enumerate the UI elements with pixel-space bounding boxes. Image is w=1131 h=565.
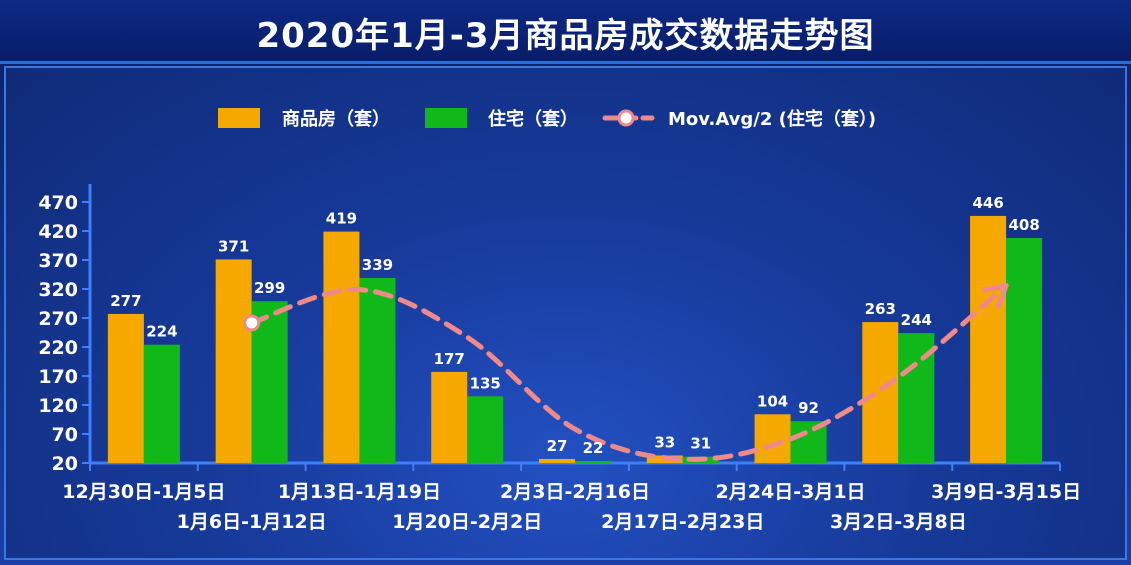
- bar-value-label: 244: [901, 311, 932, 329]
- bar-series-2: [143, 344, 180, 463]
- trendline-arrow-head: [982, 283, 1009, 309]
- bar-value-label: 299: [254, 279, 285, 297]
- category-label: 3月2日-3月8日: [830, 511, 967, 533]
- bar-series-1: [215, 259, 252, 463]
- bar-value-label: 22: [583, 439, 604, 457]
- y-tick-label: 120: [38, 395, 78, 417]
- y-tick-label: 370: [38, 250, 78, 272]
- bar-series-1: [323, 231, 360, 463]
- chart-body: [4, 66, 1127, 560]
- category-label: 12月30日-1月5日: [62, 481, 225, 503]
- legend: 商品房（套） 住宅（套） Mov.Avg/2 (住宅（套）): [218, 108, 876, 130]
- y-tick-label: 270: [38, 308, 78, 330]
- bar-value-label: 33: [654, 433, 675, 451]
- chart-title: 2020年1月-3月商品房成交数据走势图: [256, 16, 875, 56]
- bar-value-label: 224: [146, 323, 177, 341]
- bar-series-1: [754, 414, 791, 463]
- y-tick-label: 420: [38, 221, 78, 243]
- bar-series-2: [575, 461, 611, 463]
- y-tick-label: 320: [38, 279, 78, 301]
- bar-value-label: 92: [798, 399, 819, 417]
- legend-label-series-2: 住宅（套）: [488, 108, 578, 130]
- bar-value-label: 177: [434, 350, 465, 368]
- legend-swatch-series-2: [425, 108, 467, 128]
- category-label: 3月9日-3月15日: [931, 481, 1081, 503]
- bar-series-1: [862, 322, 899, 463]
- bar-value-label: 31: [690, 435, 711, 453]
- category-label: 1月6日-1月12日: [177, 511, 327, 533]
- category-label: 1月13日-1月19日: [278, 481, 441, 503]
- category-label: 2月24日-3月1日: [716, 481, 866, 503]
- bar-value-label: 27: [547, 437, 568, 455]
- legend-marker-trendline: [617, 109, 635, 127]
- bar-value-label: 339: [362, 256, 393, 274]
- y-tick-label: 470: [38, 192, 78, 214]
- data-labels: 277 224 371 299 419 339 177 135 27 22 33 31 104 92 263…: [110, 194, 1040, 457]
- bar-series-1: [107, 313, 144, 463]
- bar-value-label: 446: [972, 194, 1003, 212]
- bar-series-1: [431, 371, 468, 463]
- moving-average-line: [249, 283, 1009, 462]
- trendline-start-marker: [243, 314, 261, 332]
- bar-value-label: 277: [110, 292, 141, 310]
- category-label: 2月3日-2月16日: [500, 481, 650, 503]
- bar-series-1: [970, 215, 1007, 463]
- legend-label-series-1: 商品房（套）: [282, 108, 390, 130]
- y-tick-label: 20: [52, 453, 78, 475]
- bar-value-label: 371: [218, 237, 249, 255]
- category-label: 2月17日-2月23日: [601, 511, 764, 533]
- legend-label-trendline: Mov.Avg/2 (住宅（套）): [668, 108, 876, 130]
- bar-series-2: [359, 277, 396, 463]
- bar-value-label: 263: [865, 300, 896, 318]
- category-label: 1月20日-2月2日: [392, 511, 542, 533]
- bar-series-1: [539, 458, 575, 463]
- bar-series-2: [467, 396, 504, 463]
- bar-value-label: 408: [1008, 216, 1039, 234]
- y-tick-label: 70: [52, 424, 78, 446]
- legend-swatch-series-1: [218, 108, 260, 128]
- y-tick-label: 220: [38, 337, 78, 359]
- trendline: [243, 283, 1009, 462]
- y-tick-label: 170: [38, 366, 78, 388]
- bar-series-2: [1006, 237, 1043, 463]
- bar-value-label: 104: [757, 392, 788, 410]
- bar-value-label: 135: [470, 374, 501, 392]
- bar-value-label: 419: [326, 210, 357, 228]
- title-bar: 2020年1月-3月商品房成交数据走势图: [0, 0, 1131, 64]
